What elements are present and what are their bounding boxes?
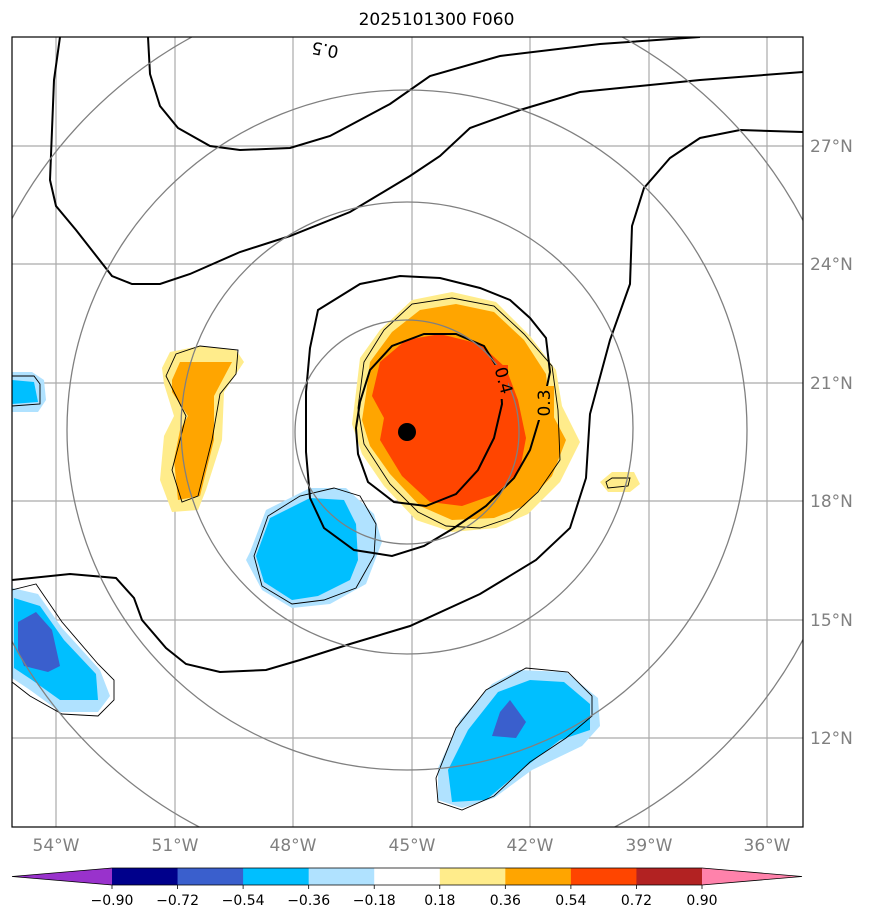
lon-label: 54°W: [33, 836, 80, 856]
contour-label-0-3: 0.3: [535, 389, 555, 416]
map-plot-area: 0.4 0.3 0.5: [12, 37, 803, 827]
colorbar-segment: [439, 868, 506, 885]
colorbar-tick-label: −0.90: [91, 893, 134, 909]
lat-label: 27°N: [810, 137, 853, 157]
lon-label: 51°W: [152, 836, 199, 856]
colorbar-segment: [570, 868, 637, 885]
lon-label: 36°W: [744, 836, 791, 856]
lon-label: 48°W: [270, 836, 317, 856]
colorbar-tick-label: 0.72: [621, 893, 652, 909]
colorbar-tick-label: −0.18: [353, 893, 396, 909]
longitude-labels: 54°W 51°W 48°W 45°W 42°W 39°W 36°W: [33, 836, 791, 856]
lat-label: 12°N: [810, 729, 853, 749]
colorbar-segment: [112, 868, 179, 885]
colorbar-segment: [374, 868, 441, 885]
storm-center-marker: [398, 423, 416, 441]
colorbar-tick-label: 0.54: [555, 893, 586, 909]
lat-label: 15°N: [810, 611, 853, 631]
colorbar-segment: [308, 868, 375, 885]
colorbar-tick-label: 0.36: [490, 893, 521, 909]
colorbar-extend-low: [12, 868, 112, 885]
lon-label: 39°W: [626, 836, 673, 856]
lat-label: 24°N: [810, 255, 853, 275]
colorbar-segment: [177, 868, 244, 885]
colorbar-tick-label: −0.72: [156, 893, 199, 909]
range-rings: [12, 37, 803, 827]
latitude-labels: 27°N 24°N 21°N 18°N 15°N 12°N: [810, 137, 853, 749]
colorbar-tick-label: 0.90: [686, 893, 717, 909]
colorbar-segment: [505, 868, 572, 885]
lon-label: 45°W: [389, 836, 436, 856]
colorbar-segment: [636, 868, 703, 885]
colorbar-tick-label: −0.36: [287, 893, 330, 909]
contour-label-top: 0.5: [310, 37, 340, 61]
lat-label: 18°N: [810, 492, 853, 512]
map-title: 2025101300 F060: [358, 10, 515, 30]
colorbar-segment: [243, 868, 310, 885]
negative-shading: [12, 372, 600, 808]
colorbar-extend-high: [702, 868, 802, 885]
map-frame: [11, 36, 804, 828]
lon-label: 42°W: [507, 836, 554, 856]
positive-shading: [160, 292, 640, 532]
colorbar: −0.90 −0.72 −0.54 −0.36 −0.18 0.18 0.36 0.54 0.7…: [11, 867, 803, 909]
colorbar-tick-label: 0.18: [424, 893, 455, 909]
lat-label: 21°N: [810, 374, 853, 394]
colorbar-tick-label: −0.54: [222, 893, 265, 909]
